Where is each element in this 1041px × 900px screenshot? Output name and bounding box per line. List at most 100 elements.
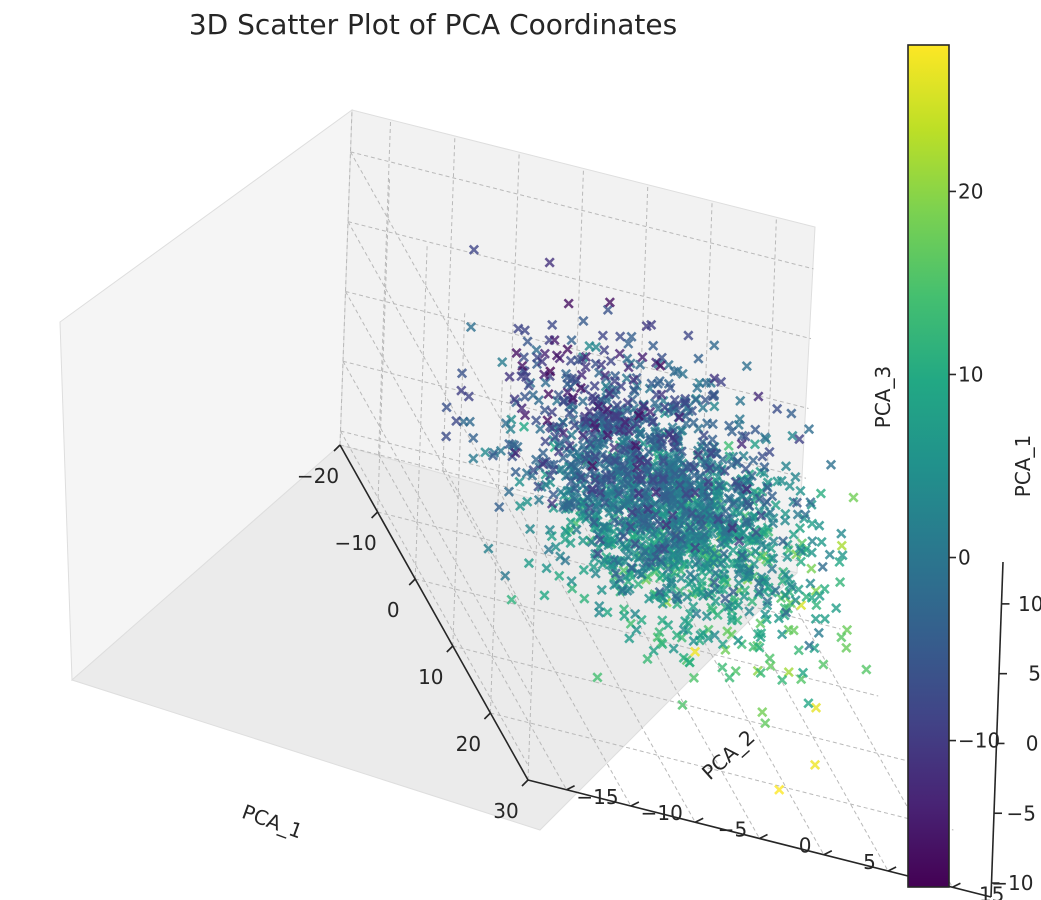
scatter-point: [570, 501, 581, 512]
scatter-point: [710, 596, 721, 607]
scatter-point: [698, 430, 709, 441]
scatter-point: [707, 418, 718, 430]
z-tick-label: −5: [1007, 801, 1036, 825]
scatter-point: [645, 406, 656, 417]
scatter-point: [577, 535, 589, 546]
scatter-points: [440, 244, 872, 795]
scatter-point: [522, 336, 533, 347]
scatter-point: [741, 517, 752, 529]
scatter-point: [733, 635, 744, 646]
scatter-point: [697, 402, 709, 413]
scatter-point: [744, 565, 755, 576]
scatter-point: [701, 377, 712, 388]
scatter-point: [648, 471, 659, 482]
scatter-point: [719, 465, 730, 477]
scatter-point: [765, 553, 777, 564]
scatter-point: [701, 610, 712, 622]
scatter-point: [824, 549, 835, 560]
y-axis-label: PCA_2: [697, 725, 759, 785]
scatter-point: [837, 550, 848, 561]
scatter-point: [451, 415, 462, 427]
scatter-point: [521, 468, 533, 479]
scatter-point: [645, 520, 656, 531]
scatter-point: [522, 496, 533, 507]
scatter-point: [623, 338, 634, 349]
scatter-point: [648, 340, 659, 351]
scatter-point: [688, 462, 700, 473]
scatter-point: [693, 449, 704, 460]
grid-line-floor-y: [506, 487, 696, 823]
scatter-point: [727, 545, 739, 556]
scatter-point: [464, 416, 475, 427]
scatter-point: [579, 593, 590, 604]
scatter-point: [704, 462, 715, 474]
scatter-point: [643, 593, 655, 604]
scatter-point: [560, 525, 571, 536]
scatter-point: [645, 435, 656, 446]
scatter-point: [709, 520, 720, 531]
scatter-point: [441, 402, 452, 413]
z-tick-label: 10: [1018, 592, 1041, 616]
scatter-point: [589, 474, 600, 485]
scatter-point: [686, 405, 698, 416]
scatter-point: [718, 584, 729, 595]
scatter-point: [563, 469, 574, 481]
scatter-point: [668, 643, 679, 654]
scatter-point: [702, 491, 714, 502]
scatter-point: [689, 646, 701, 657]
scatter-point: [548, 489, 559, 500]
scatter-point: [676, 573, 687, 584]
scatter-point: [673, 524, 684, 535]
scatter-point: [772, 403, 783, 415]
scatter-point: [558, 452, 569, 464]
scatter-point: [654, 586, 665, 598]
scatter-point: [550, 431, 561, 442]
scatter-point: [642, 456, 653, 467]
colorbar-frame: [907, 44, 950, 888]
scatter-point: [613, 488, 624, 499]
scatter-point: [659, 543, 670, 554]
scatter-point: [727, 612, 738, 623]
scatter-point: [622, 478, 633, 489]
scatter-point: [736, 438, 747, 450]
scatter-point: [744, 500, 755, 511]
scatter-point: [690, 487, 701, 498]
scatter-point: [643, 446, 654, 457]
x-tick-mark: [521, 779, 529, 787]
y-tick-label: −5: [718, 817, 747, 841]
scatter-point: [765, 507, 776, 518]
y-tick-mark: [759, 833, 768, 840]
scatter-point: [688, 417, 699, 428]
scatter-point: [707, 528, 718, 539]
scatter-point: [655, 360, 666, 371]
grid-line-left-z: [340, 430, 529, 767]
scatter-point: [624, 633, 635, 644]
scatter-point: [500, 418, 512, 429]
scatter-point: [806, 518, 818, 529]
scatter-point: [609, 455, 620, 466]
scatter-point: [766, 563, 778, 574]
scatter-point: [677, 699, 688, 711]
scatter-point: [836, 528, 847, 539]
scatter-point: [720, 593, 731, 604]
scatter-point: [543, 388, 554, 400]
scatter-point: [663, 563, 674, 575]
scatter-point: [599, 418, 610, 429]
scatter-point: [678, 624, 689, 635]
grid-line-back-z: [347, 221, 812, 340]
x-tick-label: 0: [387, 598, 400, 622]
scatter-point: [622, 551, 634, 562]
scatter-point: [709, 577, 720, 588]
z-tick-label: 5: [1028, 662, 1041, 686]
scatter-point: [780, 461, 792, 472]
scatter-point: [638, 517, 649, 528]
scatter-point: [566, 575, 577, 587]
scatter-point: [744, 476, 755, 487]
y-tick-label: 0: [799, 834, 812, 858]
scatter-point: [657, 638, 668, 650]
scatter-point: [558, 427, 569, 438]
grid-line-left-z: [342, 361, 532, 697]
scatter-point: [806, 547, 817, 558]
x-axis-label: PCA_1: [239, 799, 306, 843]
